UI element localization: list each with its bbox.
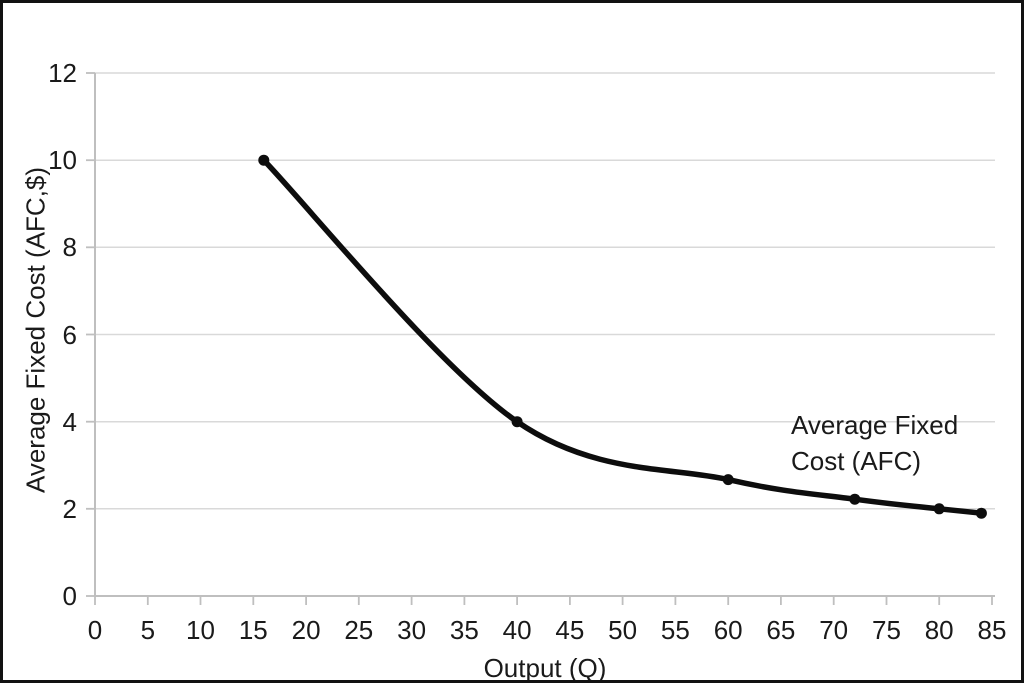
chart-plot-area — [86, 72, 995, 605]
y-tick-label: 6 — [62, 319, 77, 350]
data-point-marker — [975, 507, 987, 519]
x-tick-label: 15 — [238, 615, 268, 645]
data-point-marker — [933, 503, 945, 515]
data-point-marker — [511, 416, 523, 428]
data-point-marker — [722, 474, 734, 486]
x-tick-label: 65 — [766, 615, 796, 645]
y-tick-label: 0 — [62, 581, 77, 611]
x-tick-label: 70 — [819, 615, 849, 645]
y-tick-label: 8 — [62, 232, 77, 263]
y-tick-label: 2 — [62, 493, 77, 524]
x-tick-label: 55 — [660, 615, 690, 645]
x-axis-title: Output (Q) — [483, 653, 607, 683]
x-tick-label: 30 — [397, 615, 427, 645]
series-annotation-line1: Average Fixed — [791, 410, 959, 440]
x-tick-label: 50 — [608, 615, 638, 645]
x-tick-label: 75 — [872, 615, 901, 645]
x-tick-label: 45 — [555, 615, 585, 645]
afc-curve — [261, 157, 985, 516]
x-tick-label: 20 — [291, 615, 321, 645]
data-point-marker — [258, 154, 270, 166]
x-tick-label: 40 — [502, 615, 532, 645]
y-tick-label: 4 — [62, 406, 77, 437]
x-tick-label: 60 — [713, 615, 743, 645]
x-tick-label: 85 — [977, 615, 1007, 645]
x-tick-label: 25 — [344, 615, 374, 645]
series-annotation: Average Fixed Cost (AFC) — [791, 407, 958, 479]
y-tick-label: 12 — [48, 58, 77, 88]
x-tick-label: 5 — [140, 615, 156, 645]
data-point-marker — [849, 493, 861, 505]
y-tick-label: 10 — [48, 145, 77, 176]
x-tick-label: 10 — [186, 615, 215, 645]
x-tick-label: 0 — [87, 615, 103, 645]
x-tick-label: 35 — [449, 615, 479, 645]
series-annotation-line2: Cost (AFC) — [791, 446, 921, 476]
x-tick-label: 80 — [924, 615, 954, 645]
